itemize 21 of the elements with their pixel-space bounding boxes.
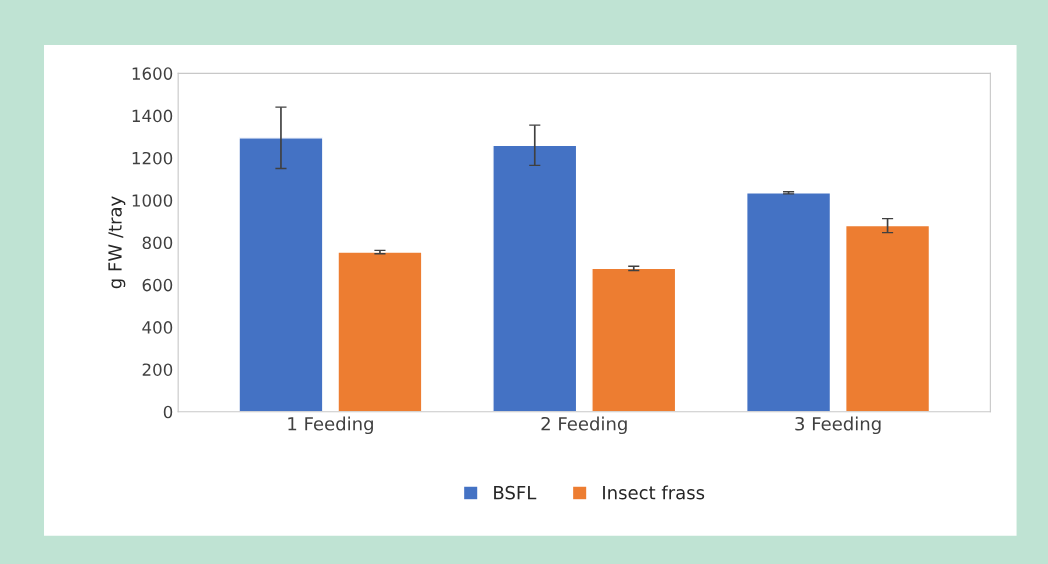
y-tick-label: 800 bbox=[142, 236, 173, 250]
y-tick-label: 1000 bbox=[132, 194, 173, 207]
y-tick-label: 400 bbox=[142, 321, 173, 334]
bar bbox=[337, 251, 423, 412]
x-tick-label: 3 Feeding bbox=[795, 416, 881, 435]
y-tick-label: 0 bbox=[163, 405, 173, 419]
bar bbox=[746, 192, 832, 412]
y-tick-label: 1200 bbox=[132, 151, 173, 165]
bar bbox=[492, 144, 578, 412]
legend-label: BSFL bbox=[494, 485, 537, 500]
y-axis-title: g FW /tray bbox=[108, 196, 126, 289]
y-tick-label: 200 bbox=[142, 363, 173, 376]
x-tick-label: 1 Feeding bbox=[288, 416, 373, 435]
y-tick-label: 1600 bbox=[132, 67, 173, 80]
x-tick-label: 2 Feeding bbox=[541, 416, 627, 435]
legend-label: Insect frass bbox=[603, 485, 705, 500]
bar bbox=[238, 137, 324, 412]
y-tick-label: 1400 bbox=[132, 109, 173, 123]
bar bbox=[591, 267, 677, 412]
bar bbox=[844, 224, 931, 412]
y-tick-label: 600 bbox=[142, 278, 173, 292]
